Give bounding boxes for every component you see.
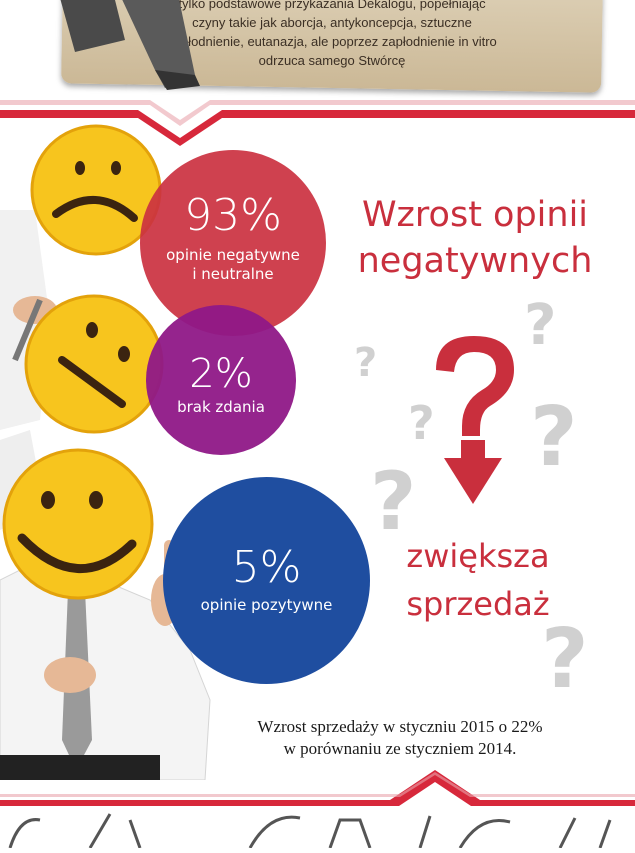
positive-opinion-circle: 5% opinie pozytywne <box>163 477 370 684</box>
top-ribbon <box>0 100 635 146</box>
question-mark-icon <box>436 336 514 436</box>
neutral-opinion-circle: 2% brak zdania <box>146 305 296 455</box>
note-line: odrzuca samego Stwórcę <box>258 53 406 68</box>
sales-line1: zwiększa <box>406 537 550 575</box>
negative-label-line2: i neutralne <box>192 265 274 283</box>
heading: Wzrost opinii negatywnych <box>330 193 620 284</box>
sales-text: zwiększa sprzedaż <box>368 532 588 628</box>
neutral-percent: 2% <box>189 350 253 397</box>
note-line: czyny takie jak aborcja, antykoncepcja, … <box>192 15 472 30</box>
positive-label: opinie pozytywne <box>200 596 333 615</box>
footnote-line1: Wzrost sprzedaży w styczniu 2015 o 22% <box>257 717 543 736</box>
bottom-image-strip <box>0 806 635 849</box>
question-mark-icon: ? <box>530 390 578 485</box>
note-line: tylko podstawowe przykazania Dekalogu, p… <box>178 0 486 11</box>
negative-percent: 93% <box>184 190 282 242</box>
note-line: zapłodnienie, eutanazja, ale poprzez zap… <box>167 34 497 49</box>
happy-face-icon <box>2 448 154 600</box>
question-mark-icon: ? <box>541 612 589 707</box>
heading-line2: negatywnych <box>357 240 593 281</box>
neutral-face-icon <box>24 294 164 434</box>
positive-percent: 5% <box>231 542 302 594</box>
question-mark-icon: ? <box>524 293 557 358</box>
question-mark-icon: ? <box>354 340 378 386</box>
heading-line1: Wzrost opinii <box>361 195 589 235</box>
question-mark-icon: ? <box>408 396 435 450</box>
question-mark-icon: ? <box>370 455 417 548</box>
neutral-label: brak zdania <box>177 397 265 416</box>
footnote: Wzrost sprzedaży w styczniu 2015 o 22% w… <box>210 716 590 761</box>
footnote-line2: w porównaniu ze styczniem 2014. <box>283 739 517 759</box>
arrow-down-icon <box>444 440 502 504</box>
note-text-block: tylko podstawowe przykazania Dekalogu, p… <box>62 0 602 88</box>
sales-line2: sprzedaż <box>406 585 550 623</box>
bottom-ribbon <box>0 770 635 812</box>
paper-clip-image <box>60 0 200 90</box>
negative-label-line1: opinie negatywne <box>166 246 300 265</box>
